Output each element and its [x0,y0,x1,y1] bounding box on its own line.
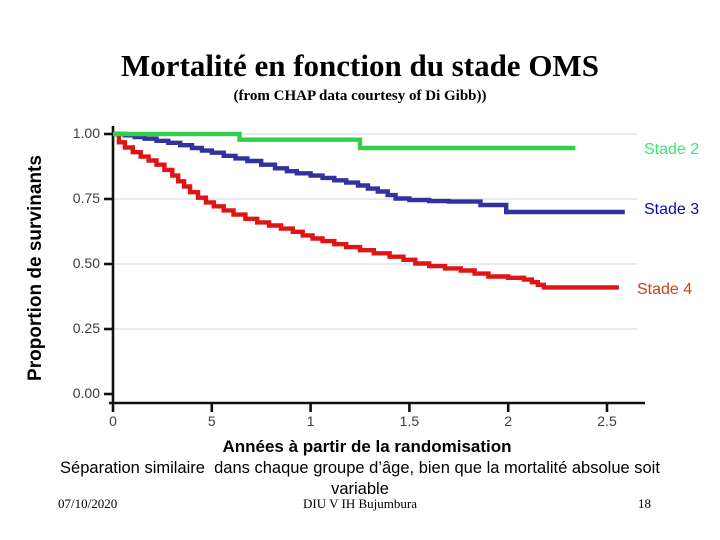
survival-chart [104,126,645,412]
y-tick-label: 0.00 [72,385,100,401]
y-tick-label: 0.25 [72,320,100,336]
caption-line-2: variable [331,480,389,498]
footer-page-number: 18 [638,496,651,511]
y-tick-label: 1.00 [72,125,100,141]
series-label-stade-4: Stade 4 [637,281,693,298]
slide-subtitle: (from CHAP data courtesy of Di Gibb)) [233,88,487,104]
caption-line-1: Séparation similaire dans chaque groupe … [60,459,660,477]
x-tick-label: 5 [207,413,216,429]
survival-curve-stade-2 [113,131,576,151]
x-tick-label: 2 [504,413,513,429]
survival-curve-stade-4 [113,131,619,290]
x-tick-label: 1 [306,413,315,429]
y-tick-label: 0.75 [72,190,100,206]
series-label-stade-2: Stade 2 [644,141,700,158]
x-tick-label: 2.5 [597,413,617,429]
footer-location: DIU V IH Bujumbura [303,496,417,511]
x-axis-label: Années à partir de la randomisation [222,437,512,456]
x-tick-label: 1.5 [399,413,420,429]
survival-curve-stade-3 [113,131,625,215]
y-tick-label: 0.50 [72,255,100,271]
page-title: Mortalité en fonction du stade OMS [121,48,599,83]
footer-date: 07/10/2020 [58,496,118,511]
x-tick-label: 0 [109,413,117,429]
series-label-stade-3: Stade 3 [644,201,700,218]
